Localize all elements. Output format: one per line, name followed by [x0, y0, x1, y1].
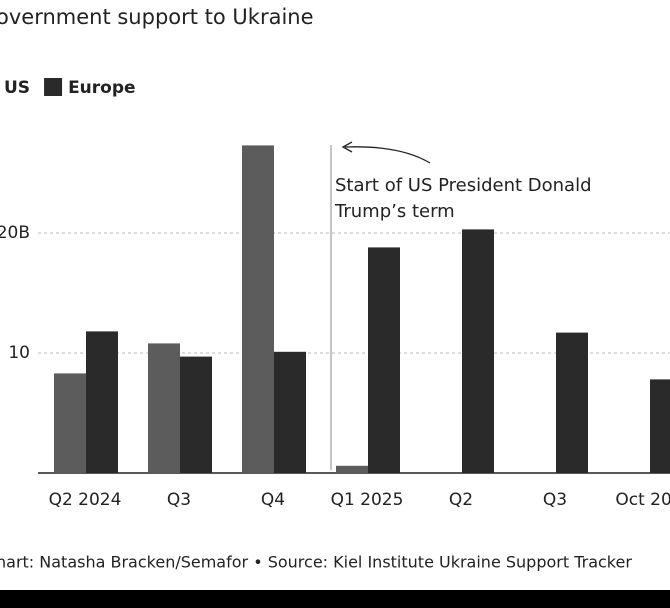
annotation-arrow [344, 146, 431, 164]
legend-swatch [44, 78, 63, 96]
bar [274, 351, 306, 473]
x-tick-label: Q1 2025 [331, 490, 404, 510]
bar [242, 145, 274, 473]
bar [180, 356, 212, 473]
footer: hart: Natasha Bracken/Semafor • Source: … [0, 553, 632, 572]
x-tick-label: Q4 [261, 490, 285, 510]
bar [462, 229, 494, 473]
bar [650, 379, 670, 473]
bar [54, 373, 86, 473]
bar [148, 343, 180, 473]
legend-label: US [4, 78, 30, 98]
x-tick-label: Q2 2024 [49, 490, 122, 510]
x-tick-label: Q3 [167, 490, 191, 510]
annotation-arrowhead [341, 141, 353, 153]
bar [556, 332, 588, 473]
bar [368, 247, 400, 473]
y-tick-label: 10 [8, 343, 30, 363]
bar [336, 465, 368, 473]
bottom-bar [0, 590, 670, 608]
x-tick-label: Oct 202 [615, 490, 670, 510]
annotation: Start of US President Donald Trump’s term [334, 175, 592, 222]
legend-label: Europe [68, 78, 135, 98]
x-tick-label: Q2 [449, 490, 473, 510]
bar [86, 331, 118, 473]
x-tick-label: Q3 [543, 490, 567, 510]
y-tick-label: 20B [0, 223, 30, 243]
chart-title: overnment support to Ukraine [0, 5, 314, 29]
